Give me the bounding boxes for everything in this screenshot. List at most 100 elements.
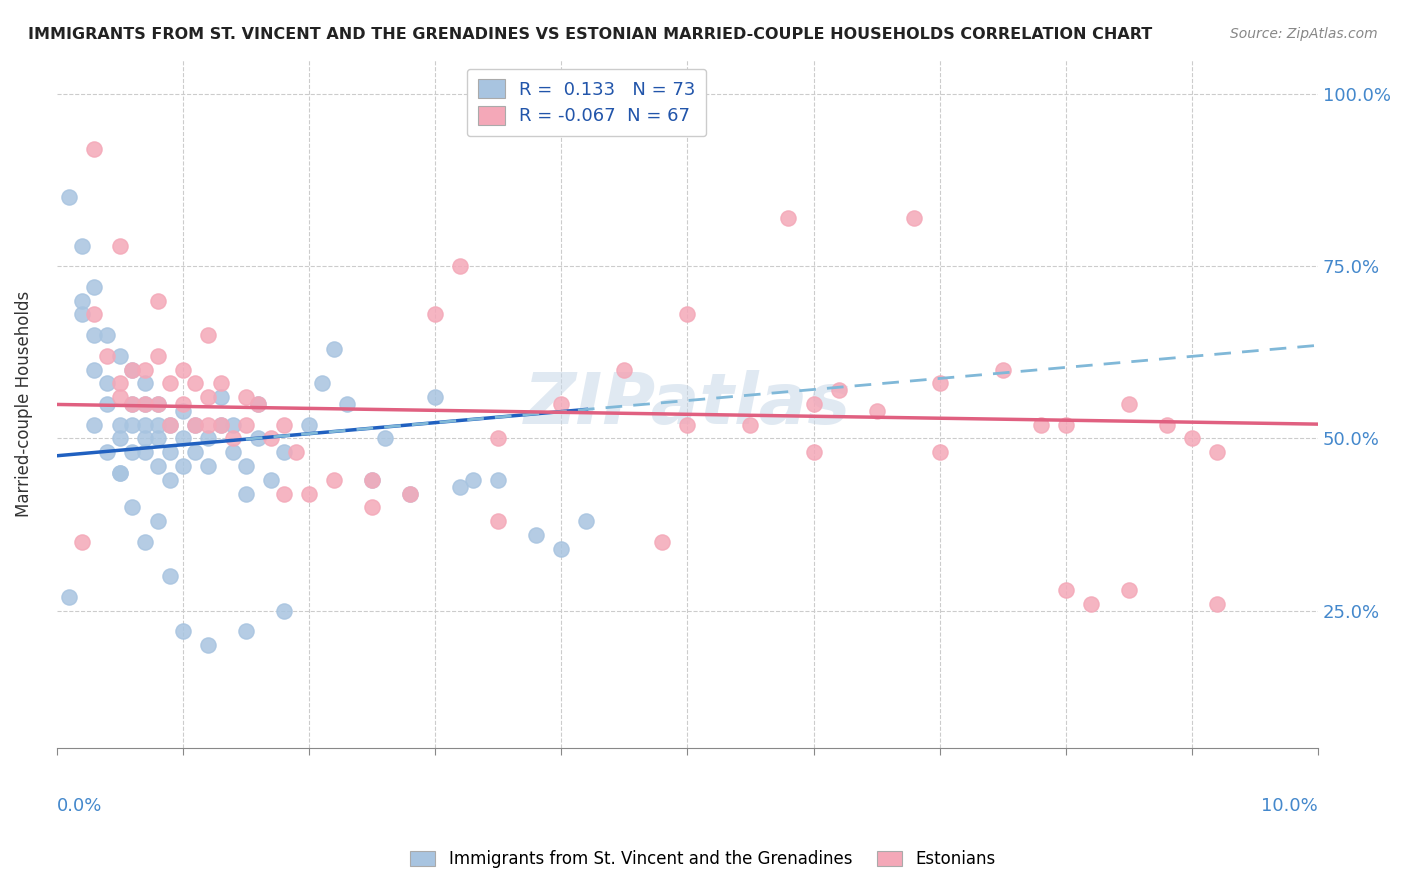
Point bbox=[235, 417, 257, 432]
Point bbox=[247, 397, 270, 411]
Point bbox=[740, 417, 762, 432]
Text: ZIPatlas: ZIPatlas bbox=[523, 369, 851, 439]
Point bbox=[108, 417, 131, 432]
Point bbox=[108, 390, 131, 404]
Point bbox=[172, 432, 194, 446]
Point bbox=[991, 362, 1014, 376]
Point bbox=[676, 308, 699, 322]
Point bbox=[361, 473, 384, 487]
Point bbox=[159, 473, 181, 487]
Point bbox=[486, 473, 509, 487]
Point bbox=[928, 376, 950, 391]
Point bbox=[146, 417, 169, 432]
Point bbox=[121, 445, 143, 459]
Point bbox=[134, 417, 156, 432]
Point bbox=[1181, 432, 1204, 446]
Point bbox=[828, 384, 851, 398]
Point bbox=[361, 473, 384, 487]
Point bbox=[172, 458, 194, 473]
Point bbox=[58, 190, 80, 204]
Point bbox=[121, 417, 143, 432]
Point bbox=[197, 417, 219, 432]
Point bbox=[96, 349, 118, 363]
Point bbox=[172, 362, 194, 376]
Point bbox=[172, 397, 194, 411]
Text: IMMIGRANTS FROM ST. VINCENT AND THE GRENADINES VS ESTONIAN MARRIED-COUPLE HOUSEH: IMMIGRANTS FROM ST. VINCENT AND THE GREN… bbox=[28, 27, 1153, 42]
Point bbox=[108, 349, 131, 363]
Point bbox=[83, 328, 105, 343]
Point bbox=[1054, 417, 1077, 432]
Point bbox=[96, 328, 118, 343]
Point bbox=[374, 432, 396, 446]
Point bbox=[285, 445, 308, 459]
Point bbox=[209, 390, 232, 404]
Point bbox=[1080, 597, 1102, 611]
Point bbox=[134, 534, 156, 549]
Point bbox=[70, 308, 93, 322]
Point bbox=[550, 541, 572, 556]
Point bbox=[247, 432, 270, 446]
Point bbox=[361, 500, 384, 515]
Point bbox=[273, 486, 295, 500]
Point bbox=[96, 397, 118, 411]
Point bbox=[311, 376, 333, 391]
Point bbox=[209, 376, 232, 391]
Point bbox=[449, 260, 471, 274]
Point bbox=[928, 445, 950, 459]
Point bbox=[146, 514, 169, 528]
Point bbox=[235, 458, 257, 473]
Point bbox=[121, 500, 143, 515]
Point bbox=[865, 404, 887, 418]
Text: 10.0%: 10.0% bbox=[1261, 797, 1319, 814]
Point bbox=[197, 432, 219, 446]
Point bbox=[222, 432, 245, 446]
Point bbox=[803, 445, 825, 459]
Point bbox=[70, 293, 93, 308]
Point bbox=[336, 397, 359, 411]
Point bbox=[273, 417, 295, 432]
Point bbox=[273, 445, 295, 459]
Point bbox=[1206, 445, 1229, 459]
Point bbox=[134, 362, 156, 376]
Point bbox=[184, 417, 207, 432]
Point bbox=[134, 376, 156, 391]
Point bbox=[146, 397, 169, 411]
Point bbox=[146, 397, 169, 411]
Point bbox=[1118, 397, 1140, 411]
Point bbox=[83, 362, 105, 376]
Point bbox=[159, 417, 181, 432]
Point bbox=[260, 473, 283, 487]
Point bbox=[486, 514, 509, 528]
Point bbox=[613, 362, 636, 376]
Point bbox=[235, 390, 257, 404]
Point bbox=[108, 238, 131, 252]
Point bbox=[1118, 582, 1140, 597]
Point bbox=[146, 349, 169, 363]
Point bbox=[134, 397, 156, 411]
Point bbox=[651, 534, 673, 549]
Point bbox=[298, 417, 321, 432]
Point bbox=[222, 417, 245, 432]
Point bbox=[235, 486, 257, 500]
Point bbox=[222, 445, 245, 459]
Point bbox=[273, 604, 295, 618]
Point bbox=[398, 486, 420, 500]
Legend: Immigrants from St. Vincent and the Grenadines, Estonians: Immigrants from St. Vincent and the Gren… bbox=[404, 844, 1002, 875]
Point bbox=[461, 473, 484, 487]
Point bbox=[524, 528, 547, 542]
Point bbox=[172, 404, 194, 418]
Point bbox=[83, 417, 105, 432]
Point bbox=[260, 432, 283, 446]
Point bbox=[1029, 417, 1052, 432]
Point bbox=[778, 211, 800, 225]
Point bbox=[1206, 597, 1229, 611]
Point bbox=[423, 308, 446, 322]
Point bbox=[108, 466, 131, 480]
Point bbox=[184, 417, 207, 432]
Point bbox=[676, 417, 699, 432]
Y-axis label: Married-couple Households: Married-couple Households bbox=[15, 291, 32, 517]
Point bbox=[486, 432, 509, 446]
Point bbox=[146, 458, 169, 473]
Point bbox=[134, 445, 156, 459]
Point bbox=[108, 376, 131, 391]
